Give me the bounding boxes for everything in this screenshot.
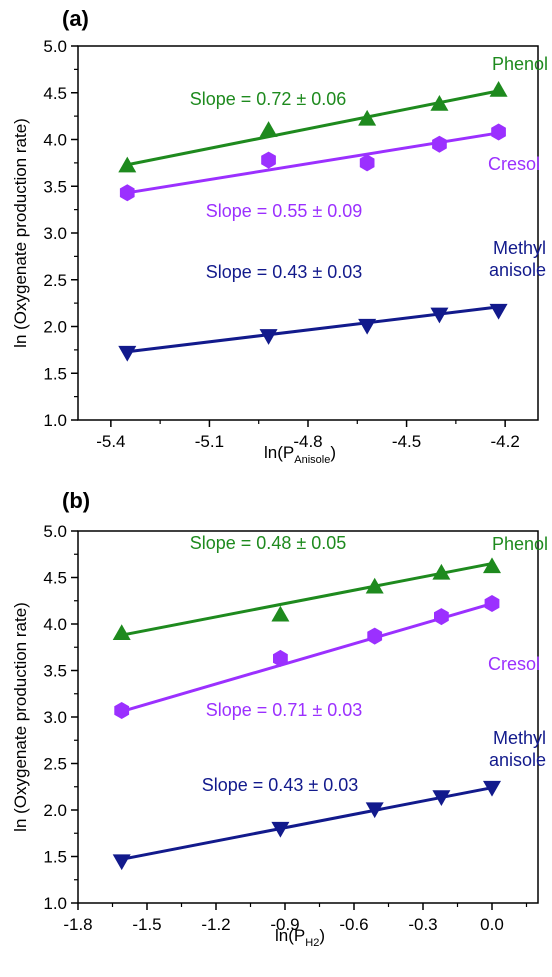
x-tick-label: -4.2 (490, 432, 519, 451)
y-axis-title: ln (Oxygenate production rate) (11, 602, 30, 832)
series-cresol: Slope = 0.55 ± 0.09 Cresol (119, 123, 540, 221)
y-tick-label: 5.0 (43, 522, 67, 541)
data-point (430, 94, 449, 111)
slope-annotation: Slope = 0.71 ± 0.03 (206, 700, 363, 720)
x-tick-label: -4.5 (392, 432, 421, 451)
data-point (432, 563, 451, 580)
data-point (489, 303, 508, 320)
y-tick-label: 2.0 (43, 801, 67, 820)
series-label: Cresol (488, 654, 540, 674)
x-tick-label: -0.9 (270, 915, 299, 934)
data-point (358, 318, 377, 335)
y-tick-label: 1.5 (43, 848, 67, 867)
data-point (432, 135, 447, 153)
x-tick-label: -4.8 (293, 432, 322, 451)
x-tick-label: -1.8 (63, 915, 92, 934)
y-tick-label: 4.5 (43, 84, 67, 103)
series-label: Methyl (493, 238, 546, 258)
data-point (261, 151, 276, 169)
x-tick-label: -1.2 (201, 915, 230, 934)
series-label: Methyl (493, 728, 546, 748)
fit-line (121, 786, 493, 861)
panel-label: (a) (62, 6, 89, 31)
y-tick-label: 3.0 (43, 224, 67, 243)
slope-annotation: Slope = 0.43 ± 0.03 (202, 775, 359, 795)
series-cresol: Slope = 0.71 ± 0.03 Cresol (114, 595, 540, 720)
chart-panel-b: (b) 1.0 1.5 2.0 2.5 3.0 3.5 4.0 4.5 5.0 -1.8 -1.5 -1… (11, 488, 548, 949)
data-point (484, 595, 500, 612)
data-point (273, 649, 288, 667)
data-point (119, 184, 135, 202)
y-tick-label: 1.5 (43, 364, 67, 383)
x-tick-label: -5.4 (96, 432, 125, 451)
panel-label: (b) (62, 488, 90, 513)
data-point (483, 557, 501, 574)
data-point (259, 121, 278, 137)
x-axis-title-main: ln(P (275, 926, 305, 945)
fit-line (121, 602, 493, 713)
x-axis-title: ln(PH2) (275, 926, 325, 949)
fit-line (121, 562, 493, 637)
series-phenol: Slope = 0.72 ± 0.06 Phenol (118, 54, 548, 173)
y-tick-label: 2.0 (43, 318, 67, 337)
series-label: Cresol (488, 154, 540, 174)
slope-annotation: Slope = 0.55 ± 0.09 (206, 201, 363, 221)
data-point (118, 156, 137, 173)
x-tick-label: -0.6 (339, 915, 368, 934)
x-tick-label: 0.0 (480, 915, 504, 934)
y-tick-label: 3.5 (43, 177, 67, 196)
y-tick-label: 4.5 (43, 569, 67, 588)
data-point (365, 802, 384, 819)
series-label: anisole (489, 260, 546, 280)
y-tick-label: 2.5 (43, 271, 67, 290)
x-tick-label: -1.5 (132, 915, 161, 934)
series-phenol: Slope = 0.48 ± 0.05 Phenol (112, 533, 548, 641)
series-label: anisole (489, 750, 546, 770)
series-label: Phenol (492, 54, 548, 74)
y-tick-label: 2.5 (43, 755, 67, 774)
series-label: Phenol (492, 534, 548, 554)
slope-annotation: Slope = 0.72 ± 0.06 (190, 89, 347, 109)
y-tick-label: 4.0 (43, 131, 67, 150)
data-point (112, 624, 131, 641)
x-axis-title-close: ) (330, 443, 336, 462)
y-tick-label: 5.0 (43, 37, 67, 56)
chart-panel-a: (a) 1.0 1.5 2.0 2.5 3.0 3.5 4.0 4.5 5.0 -5.4 -5.1 -4… (11, 6, 548, 466)
data-point (434, 608, 449, 626)
y-tick-label: 1.0 (43, 411, 67, 430)
y-tick-label: 3.5 (43, 662, 67, 681)
data-point (271, 821, 290, 838)
data-point (489, 80, 508, 97)
data-point (367, 627, 383, 645)
y-axis-title: ln (Oxygenate production rate) (11, 118, 30, 348)
data-point (112, 854, 131, 871)
data-point (118, 345, 137, 362)
slope-annotation: Slope = 0.43 ± 0.03 (206, 262, 363, 282)
x-axis-title-main: ln(P (264, 443, 294, 462)
x-tick-label: -0.3 (408, 915, 437, 934)
data-point (259, 329, 278, 345)
x-tick-label: -5.1 (195, 432, 224, 451)
data-point (271, 605, 290, 622)
x-axis-title: ln(PAnisole) (264, 443, 336, 466)
data-point (430, 307, 449, 324)
x-axis-title-subscript: H2 (305, 937, 319, 949)
data-point (359, 154, 375, 172)
y-tick-label: 1.0 (43, 894, 67, 913)
x-axis-title-subscript: Anisole (294, 454, 330, 466)
y-tick-label: 3.0 (43, 708, 67, 727)
y-tick-label: 4.0 (43, 615, 67, 634)
x-axis-title-close: ) (319, 926, 325, 945)
data-point (365, 577, 384, 594)
data-point (491, 123, 506, 141)
data-point (483, 780, 501, 797)
data-point (432, 790, 451, 806)
data-point (114, 702, 130, 719)
data-point (358, 109, 377, 126)
slope-annotation: Slope = 0.48 ± 0.05 (190, 533, 347, 553)
